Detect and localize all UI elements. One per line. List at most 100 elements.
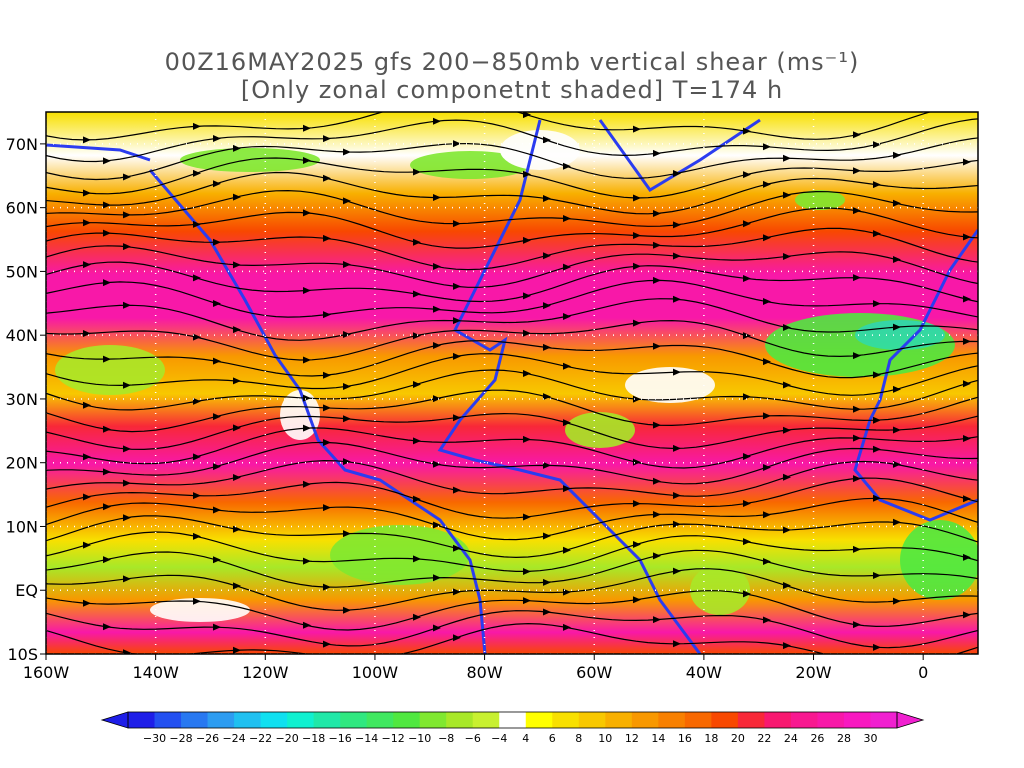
streamline-arrow — [873, 300, 881, 308]
streamline-arrow — [633, 458, 641, 466]
streamline-arrow — [523, 292, 531, 300]
lat-tick-label: 20N — [6, 454, 38, 473]
streamline-arrow — [783, 642, 791, 650]
streamline-arrow — [343, 530, 351, 538]
streamline-arrow — [893, 426, 901, 434]
streamline-arrow — [853, 207, 861, 215]
colorbar-swatch — [446, 712, 474, 728]
streamline-arrow — [303, 124, 311, 132]
colorbar-frame — [127, 711, 898, 729]
streamline-arrow — [563, 312, 571, 320]
colorbar-label: −26 — [196, 732, 219, 745]
lon-tick-label: 80W — [466, 663, 502, 682]
longitude-axis: 160W 140W 120W 100W 80W 60W 40W 20W 0 — [23, 654, 928, 682]
streamline-arrow — [523, 112, 531, 119]
streamline-arrow — [893, 255, 901, 263]
streamline-arrow — [563, 546, 571, 554]
lon-tick-label: 160W — [23, 663, 70, 682]
streamline-arrow — [893, 151, 901, 159]
streamline-arrow — [523, 329, 531, 337]
streamline-arrow — [413, 437, 421, 445]
streamline-arrow — [103, 623, 111, 631]
streamline-arrow — [673, 492, 681, 500]
streamline-arrow — [343, 415, 351, 423]
lat-tick-label: EQ — [15, 581, 38, 600]
streamline-arrow — [763, 358, 771, 366]
colorbar-swatch — [340, 712, 368, 728]
streamline-arrow — [673, 252, 681, 260]
streamline-arrow — [763, 412, 771, 420]
streamline — [46, 171, 978, 215]
streamline-arrow — [853, 167, 861, 175]
streamline-arrow — [453, 544, 461, 552]
streamline-arrow — [193, 597, 201, 605]
streamline-arrow — [543, 136, 551, 144]
colorbar-swatch — [790, 712, 818, 728]
streamline-arrow — [873, 141, 881, 149]
colorbar-label: −18 — [302, 732, 325, 745]
streamline-arrow — [743, 393, 751, 401]
streamline-arrow — [123, 173, 131, 181]
streamline-arrow — [453, 414, 461, 422]
streamline-arrow — [303, 557, 311, 565]
streamline — [46, 515, 978, 559]
streamline-arrow — [893, 662, 901, 669]
streamline-arrow — [433, 574, 441, 582]
colorbar-label: 8 — [575, 732, 582, 745]
streamline-arrow — [413, 380, 421, 388]
colorbar-swatch — [817, 712, 845, 728]
streamline-arrow — [233, 424, 241, 432]
lat-tick-label: 40N — [6, 326, 38, 345]
streamline-arrow — [853, 475, 861, 483]
streamline-arrow — [633, 232, 641, 240]
streamline — [46, 245, 978, 288]
colorbar-label: 28 — [837, 732, 851, 745]
streamline-arrow — [213, 299, 221, 307]
streamline-arrow — [853, 405, 861, 413]
streamline-arrow — [83, 541, 91, 549]
streamline-arrow — [233, 193, 241, 201]
streamline-arrow — [213, 556, 221, 564]
streamline-arrow — [743, 538, 751, 546]
streamline-arrow — [543, 608, 551, 616]
colorbar-swatch — [578, 712, 606, 728]
streamline-arrow — [633, 194, 641, 202]
streamline-arrow — [563, 362, 571, 370]
streamline-arrow — [453, 140, 461, 148]
streamline-arrow — [523, 369, 531, 377]
streamline-arrow — [123, 243, 131, 251]
streamline-arrow — [323, 174, 331, 182]
streamline-arrow — [303, 394, 311, 402]
streamline — [46, 568, 978, 611]
colorbar-swatch — [366, 712, 394, 728]
streamline-arrow — [763, 234, 771, 242]
colorbar-label: −8 — [438, 732, 454, 745]
streamline-arrow — [83, 136, 91, 144]
streamline-arrow — [323, 311, 331, 319]
streamline-arrow — [893, 460, 901, 468]
streamline-arrow — [743, 171, 751, 179]
streamline-arrow — [193, 397, 201, 405]
streamline-arrow — [653, 342, 661, 350]
lat-tick-label: 60N — [6, 199, 38, 218]
streamline-arrow — [653, 616, 661, 624]
streamline-arrow — [413, 290, 421, 298]
streamline-arrow — [853, 545, 861, 553]
streamline-arrow — [963, 380, 971, 388]
colorbar-swatch — [764, 712, 792, 728]
streamline-arrow — [233, 261, 241, 269]
streamline-arrow — [963, 434, 971, 442]
streamline-arrow — [103, 157, 111, 165]
colorbar-label: 26 — [810, 732, 824, 745]
streamline-arrow — [893, 385, 901, 393]
latitude-axis: 70N 60N 50N 40N 30N 20N 10N EQ 10S — [6, 135, 46, 664]
streamline-arrow — [323, 135, 331, 143]
streamline-arrow — [433, 117, 441, 125]
streamline-arrow — [543, 393, 551, 401]
streamline-arrow — [783, 426, 791, 434]
streamline-arrow — [323, 504, 331, 512]
streamline-arrow — [743, 500, 751, 508]
streamline-arrow — [673, 368, 681, 376]
lon-tick-label: 0 — [918, 663, 928, 682]
